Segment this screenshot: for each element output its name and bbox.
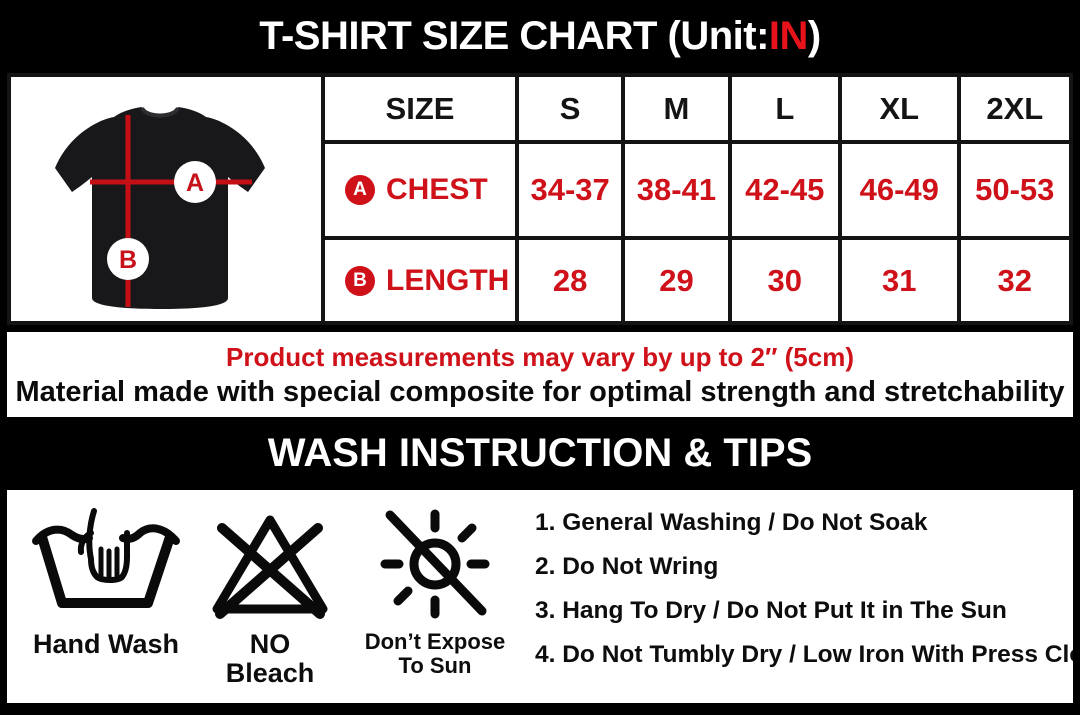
title-unit: IN [768,14,809,58]
wash-tip-4: 4. Do Not Tumbly Dry / Low Iron With Pre… [535,641,1073,668]
size-chart-panel: A B SIZE S M L XL 2XL A CHEST 34-37 38-4… [7,73,1073,325]
hand-wash-label: Hand Wash [32,629,179,659]
chest-value-m: 38-41 [625,144,728,236]
hand-wash-symbol: Hand Wash [23,500,189,659]
bottom-border [0,703,1080,715]
chest-value-xl: 46-49 [841,144,957,236]
marker-b-label: B [119,246,137,274]
title-suffix: ) [807,14,821,58]
material-note: Material made with special composite for… [15,376,1065,408]
chest-value-l: 42-45 [731,144,838,236]
chest-value-s: 34-37 [519,144,622,236]
length-value-s: 28 [519,240,622,321]
no-bleach-symbol: NO Bleach [203,500,337,688]
size-table-header-size: SIZE [325,77,515,140]
wash-symbols: Hand Wash NO Bleach [23,500,511,703]
no-sun-symbol: Don’t Expose To Sun [359,500,511,678]
length-value-m: 29 [625,240,728,321]
no-sun-icon [374,500,496,630]
size-table-header-l: L [731,77,838,140]
measurement-variance-note: Product measurements may vary by up to 2… [226,342,854,372]
length-label-text: LENGTH [386,263,510,297]
chest-label-text: CHEST [386,173,488,206]
wash-section-heading: WASH INSTRUCTION & TIPS [0,417,1080,490]
wash-tip-2: 2. Do Not Wring [535,553,719,580]
wash-tip-3: 3. Hang To Dry / Do Not Put It in The Su… [535,597,1007,624]
wash-tips-list: 1. General Washing / Do Not Soak 2. Do N… [511,500,1073,703]
marker-b-badge: B [345,265,375,296]
notes-panel: Product measurements may vary by up to 2… [7,332,1073,417]
marker-b-circle [107,238,149,280]
marker-a-label: A [186,169,204,197]
no-bleach-icon [205,500,335,630]
tshirt-silhouette [55,107,265,309]
length-value-xl: 31 [841,240,957,321]
hand-wash-icon [30,500,182,630]
divider [0,325,1080,332]
size-table-header-2xl: 2XL [960,77,1069,140]
size-table-header-m: M [625,77,728,140]
chest-value-2xl: 50-53 [960,144,1069,236]
title-text: T-SHIRT SIZE CHART (Unit: [259,14,769,58]
size-table: SIZE S M L XL 2XL A CHEST 34-37 38-41 42… [325,77,1069,321]
wash-tip-1: 1. General Washing / Do Not Soak [535,509,928,536]
tshirt-collar [140,106,180,118]
chest-row-label: A CHEST [325,144,515,236]
wash-instructions-panel: Hand Wash NO Bleach [7,490,1073,703]
marker-a-circle [174,161,216,203]
length-value-2xl: 32 [960,240,1069,321]
no-sun-label: Don’t Expose To Sun [364,629,506,678]
tshirt-measurement-icon: A B [55,106,265,309]
length-row-label: B LENGTH [325,240,515,321]
size-table-header-s: S [519,77,622,140]
length-value-l: 30 [731,240,838,321]
page-title: T-SHIRT SIZE CHART (Unit: IN) [0,0,1080,73]
size-table-header-xl: XL [841,77,957,140]
marker-a-badge: A [345,175,375,205]
no-bleach-label: NO Bleach [225,629,315,689]
tshirt-diagram: A B [11,77,321,321]
